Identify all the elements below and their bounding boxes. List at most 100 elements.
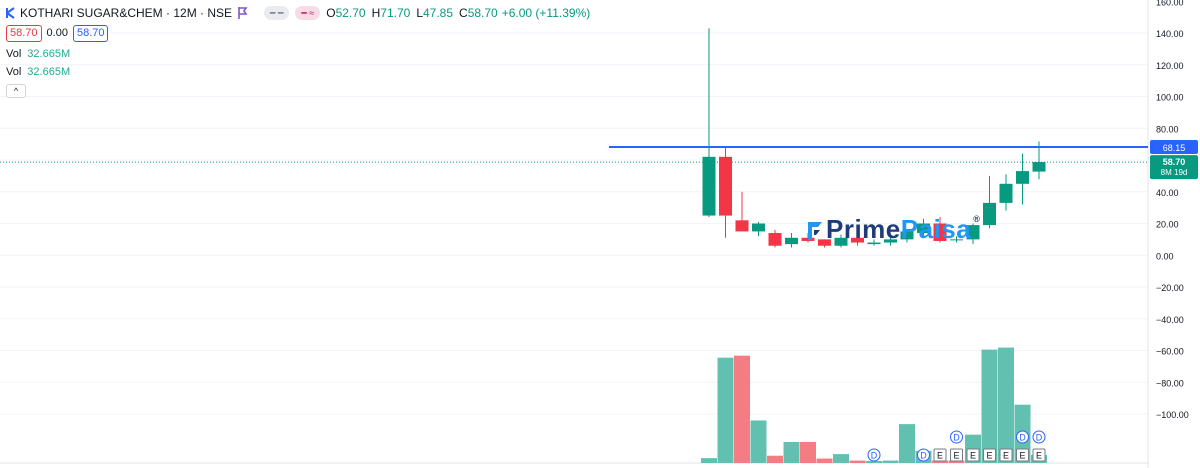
price-tick-label: −80.00 (1156, 378, 1184, 388)
buy-button[interactable]: 58.70 (72, 24, 109, 42)
candle-body (735, 220, 749, 232)
price-tick-label: 20.00 (1156, 220, 1179, 230)
price-tick-label: −20.00 (1156, 283, 1184, 293)
trade-row: 58.70 0.00 58.70 (6, 24, 590, 42)
candle-body (785, 237, 798, 245)
low-label: L (416, 6, 423, 20)
earnings-marker-label: E (937, 451, 943, 461)
indicator-chip[interactable]: ━ ━ (264, 6, 290, 20)
price-tick-label: 40.00 (1156, 188, 1179, 198)
dividend-marker-label: D (1019, 433, 1026, 443)
volume-bar (701, 458, 717, 463)
earnings-marker-label: E (1003, 451, 1009, 461)
volume-label: Vol (6, 66, 22, 78)
candle-body (950, 239, 963, 241)
earnings-marker-label: E (953, 451, 959, 461)
sell-button[interactable]: 58.70 (6, 24, 42, 42)
earnings-marker (1032, 448, 1046, 462)
earnings-marker (1016, 448, 1029, 462)
dividend-marker (1016, 430, 1029, 444)
last-price-tag-label: 58.70 (1163, 157, 1186, 167)
open-value: 52.70 (335, 6, 366, 20)
candle-body (719, 156, 732, 216)
price-tick-label: 0.00 (1156, 251, 1174, 261)
dividend-marker-label: D (953, 433, 960, 443)
price-tick-label: 120.00 (1156, 61, 1184, 71)
volume-bar (866, 460, 882, 463)
dividend-marker (1032, 430, 1046, 444)
volume-label: Vol (6, 48, 22, 60)
candle-body (983, 202, 996, 226)
volume-bar (981, 349, 998, 463)
collapse-legend-button[interactable]: ^ (6, 84, 26, 98)
candle-body (884, 239, 897, 243)
dividend-marker (867, 448, 881, 462)
dividend-marker-label: D (920, 451, 927, 461)
dividend-marker (950, 430, 963, 444)
volume-bar (849, 460, 866, 463)
volume-bar (899, 424, 915, 463)
dividend-marker (917, 448, 930, 462)
candle-body (1032, 162, 1046, 172)
countdown-label: 8M 19d (1161, 168, 1188, 177)
volume-bar (833, 454, 849, 463)
candle-body (702, 156, 716, 216)
high-label: H (371, 6, 381, 20)
earnings-marker-label: E (1036, 451, 1042, 461)
candle-body (1016, 171, 1029, 184)
symbol-row: KOTHARI SUGAR&CHEM · 12M · NSE ━ ━ ━ ≈ O… (6, 4, 590, 22)
symbol-title[interactable]: KOTHARI SUGAR&CHEM · 12M · NSE (20, 6, 233, 20)
earnings-marker-label: E (970, 451, 976, 461)
change-value: +6.00 (+11.39%) (501, 6, 591, 20)
registered-mark: ® (973, 214, 981, 224)
close-value: 58.70 (467, 6, 498, 20)
earnings-marker (999, 448, 1013, 462)
spread-value: 0.00 (46, 27, 68, 39)
candle-body (768, 233, 782, 246)
flag-icon[interactable] (238, 7, 248, 19)
line-price-tag (1150, 140, 1198, 155)
primepaisa-watermark: Prime Paisa ® (806, 214, 980, 245)
volume-bar (750, 420, 767, 463)
candle-body (867, 242, 881, 245)
volume-bar (948, 460, 965, 463)
price-tick-label: 100.00 (1156, 93, 1184, 103)
candle-body (851, 237, 864, 243)
volume-legend[interactable]: Vol 32.665M (6, 63, 590, 81)
earnings-marker (933, 448, 947, 462)
line-price-tag-label: 68.15 (1163, 143, 1186, 153)
volume-bar (800, 441, 816, 463)
volume-legend[interactable]: Vol 32.665M (6, 45, 590, 63)
candle-body (999, 183, 1013, 203)
high-value: 71.70 (380, 6, 411, 20)
candle-body (900, 231, 914, 240)
volume-bar (816, 458, 833, 463)
chevron-up-icon: ^ (13, 86, 19, 96)
last-price-tag (1150, 155, 1198, 180)
price-tick-label: 140.00 (1156, 29, 1184, 39)
watermark-text: Prime (826, 214, 901, 244)
candle-body (966, 225, 980, 240)
earnings-marker (966, 448, 980, 462)
close-label: C (459, 6, 468, 20)
price-tick-label: −40.00 (1156, 315, 1184, 325)
volume-bar (998, 347, 1014, 463)
indicator-chip[interactable]: ━ ≈ (295, 6, 321, 20)
candle-body (752, 223, 765, 232)
dividend-marker-label: D (1036, 433, 1043, 443)
volume-bar (734, 355, 750, 463)
candle-body (933, 223, 947, 241)
volume-value: 32.665M (27, 48, 71, 60)
open-label: O (326, 6, 336, 20)
volume-bar (717, 357, 734, 463)
price-tick-label: 80.00 (1156, 124, 1179, 134)
low-value: 47.85 (423, 6, 454, 20)
price-tick-label: −60.00 (1156, 347, 1184, 357)
price-tick-label: 160.00 (1156, 0, 1184, 7)
earnings-marker-label: E (1019, 451, 1025, 461)
volume-bar (882, 460, 899, 463)
dividend-marker-label: D (871, 451, 878, 461)
volume-bar (767, 455, 783, 463)
earnings-marker (983, 448, 996, 462)
